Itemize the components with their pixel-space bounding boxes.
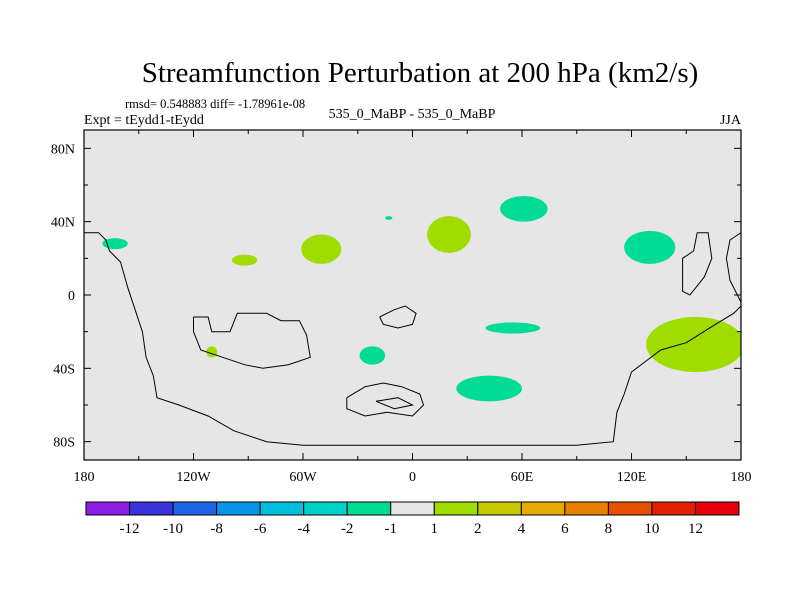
anomaly-patch-2 (231, 254, 258, 266)
colorbar-box-3 (172, 501, 218, 516)
x-tick-label: 60W (289, 470, 317, 485)
season-label: JJA (720, 113, 742, 128)
colorbar-box-6 (303, 501, 348, 516)
colorbar-box-10 (477, 501, 522, 516)
coastline-western-continent (84, 232, 741, 446)
anomaly-patch-10 (206, 346, 218, 358)
y-tick-label: 80N (51, 142, 75, 157)
coastline-southern-islet (375, 397, 415, 410)
y-tick-label: 0 (68, 289, 75, 304)
colorbar-tick-label: -6 (254, 521, 267, 537)
colorbar-box-5 (259, 501, 305, 516)
colorbar-box-15 (694, 501, 740, 516)
colorbar-box-7 (346, 501, 392, 516)
map-background (84, 130, 741, 460)
y-tick-label: 80S (53, 436, 75, 451)
colorbar-tick-label: -1 (384, 521, 397, 537)
anomaly-patch-6 (500, 196, 548, 222)
colorbar-box-14 (651, 501, 696, 516)
coastline-eastern-ridge (682, 232, 713, 296)
stats-label: rmsd= 0.548883 diff= -1.78961e-08 (125, 97, 305, 111)
colorbar-tick-label: 6 (561, 521, 569, 537)
anomaly-patch-8 (485, 322, 541, 334)
coastline-east-edge (725, 232, 741, 303)
anomaly-patch-4 (385, 216, 393, 220)
x-tick-label: 180 (731, 470, 752, 485)
x-tick-label: 180 (74, 470, 95, 485)
chart-title: Streamfunction Perturbation at 200 hPa (… (142, 57, 699, 89)
map-plot: 180 120W 60W 0 60E 120E 180 80N 40N 0 40S 80S (51, 129, 752, 485)
coastline-central-islands (379, 305, 417, 329)
anomaly-patch-3 (301, 234, 342, 264)
x-tick-label: 120E (617, 470, 647, 485)
colorbar-box-4 (216, 501, 261, 516)
colorbar-tick-label: 12 (688, 521, 703, 537)
colorbar-box-12 (564, 501, 609, 516)
anomaly-patch-7 (624, 230, 676, 264)
x-tick-label: 0 (409, 470, 416, 485)
colorbar-box-13 (607, 501, 653, 516)
anomaly-patch-1 (102, 238, 128, 250)
anomaly-layer (102, 196, 741, 402)
colorbar-tick-label: -8 (210, 521, 223, 537)
colorbar-box-8 (390, 501, 435, 516)
anomaly-patch-12 (646, 317, 741, 372)
colorbar-tick-label: 10 (644, 521, 659, 537)
run-label: 535_0_MaBP - 535_0_MaBP (329, 107, 496, 122)
coastline-southern-islands (346, 382, 425, 417)
colorbar-tick-label: -4 (297, 521, 310, 537)
y-tick-label: 40S (53, 362, 75, 377)
y-tick-label: 40N (51, 216, 75, 231)
colorbar-tick-label: -10 (163, 521, 183, 537)
colorbar-tick-label: 1 (431, 521, 439, 537)
coastline-layer (84, 232, 741, 446)
anomaly-patch-11 (456, 375, 522, 402)
colorbar-tick-label: -2 (341, 521, 354, 537)
x-tick-label: 60E (511, 470, 534, 485)
colorbar: -12 -10 -8 -6 -4 -2 -1 1 2 4 6 8 10 12 (85, 501, 740, 537)
colorbar-box-11 (520, 501, 566, 516)
colorbar-tick-label: 2 (474, 521, 482, 537)
anomaly-patch-5 (427, 216, 471, 253)
colorbar-box-1 (85, 501, 131, 516)
colorbar-tick-label: 4 (518, 521, 526, 537)
x-tick-label: 120W (176, 470, 211, 485)
colorbar-tick-label: -12 (120, 521, 140, 537)
colorbar-box-2 (129, 501, 174, 516)
coastline-inner-basin (193, 312, 311, 369)
colorbar-box-9 (433, 501, 479, 516)
colorbar-tick-label: 8 (605, 521, 613, 537)
experiment-label: Expt = tEydd1-tEydd (84, 113, 204, 128)
anomaly-patch-9 (359, 346, 386, 365)
